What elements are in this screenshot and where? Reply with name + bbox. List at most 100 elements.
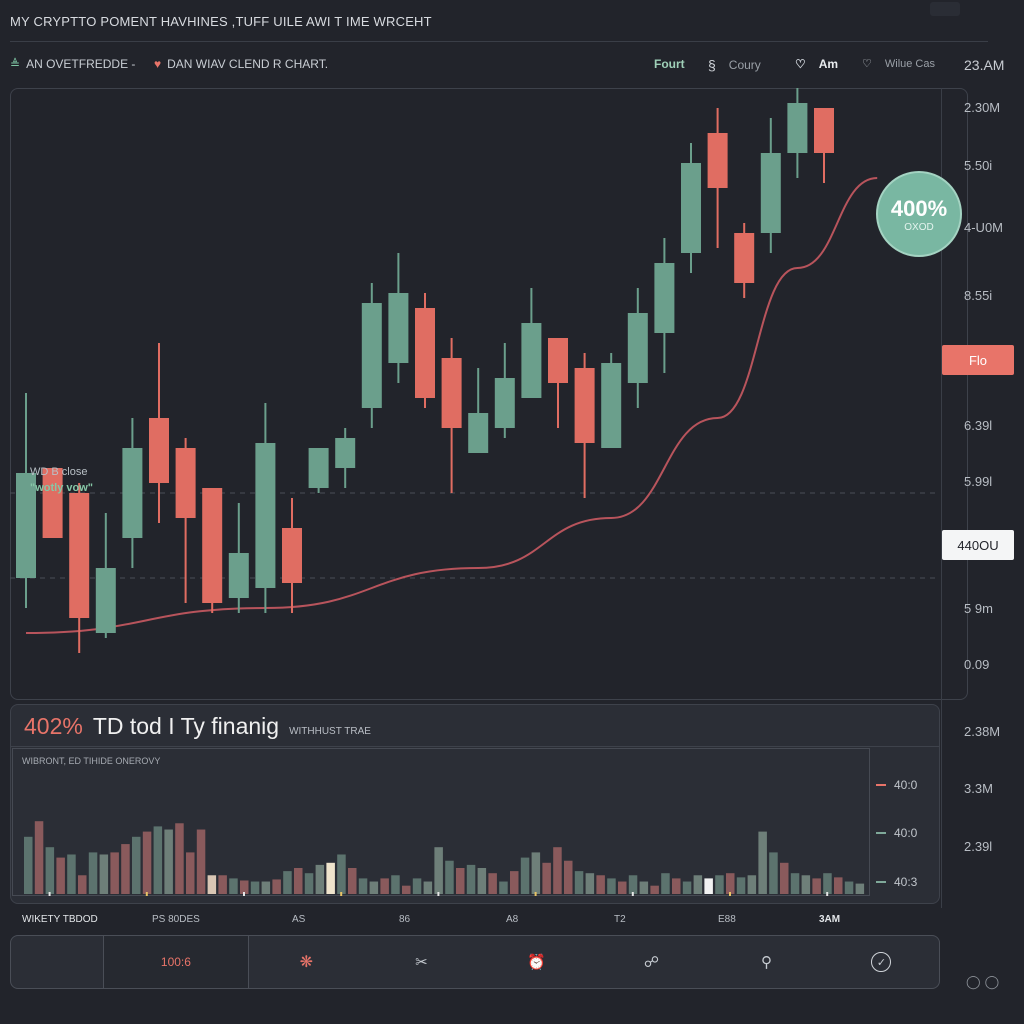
volume-bar: [78, 875, 87, 894]
volume-bar: [121, 844, 130, 894]
header-tab-value-label: Wilue Cas: [884, 57, 935, 70]
price-label: 5.99l: [964, 474, 993, 489]
volume-bar: [142, 831, 152, 894]
volume-bar: [542, 862, 551, 894]
header-time: 23.AM: [964, 57, 1005, 73]
candle-body: [601, 363, 622, 448]
trend-line: [25, 177, 878, 634]
volume-bar: [747, 875, 757, 894]
candle-body: [521, 323, 542, 398]
candle-body: [282, 528, 302, 583]
toolbar-grid-button[interactable]: ❋: [249, 936, 364, 988]
price-label: 4-U0M: [964, 220, 1004, 235]
volume-bar: [229, 878, 238, 894]
gain-badge-percent: 400%: [890, 195, 948, 221]
price-label: 3.3M: [964, 781, 993, 796]
toolbar-network-button[interactable]: ☍: [594, 936, 709, 988]
header-item-chart[interactable]: ♥ DAN WIAV CLEND R CHART.: [154, 57, 328, 71]
shield-icon: ♡: [862, 58, 872, 70]
volume-bar: [531, 852, 541, 894]
volume-bar: [175, 823, 184, 894]
volume-bar: [445, 860, 454, 894]
volume-bar: [769, 852, 778, 894]
header-tab-value[interactable]: ♡ Wilue Cas: [862, 57, 935, 71]
volume-axis-label: 40:0: [876, 778, 917, 792]
volume-bar: [207, 875, 217, 894]
settings-icon[interactable]: ◯: [984, 974, 1000, 989]
candle-body: [814, 108, 834, 153]
volume-bar: [164, 829, 173, 894]
volume-bar: [402, 885, 411, 894]
scissors-icon: ✂: [415, 954, 428, 971]
candle-body: [388, 293, 409, 363]
header-tab-fourt[interactable]: Fourt: [654, 57, 685, 71]
gain-badge[interactable]: 400% OXOD: [876, 171, 962, 257]
volume-bar: [110, 852, 119, 894]
candle-body: [734, 233, 755, 283]
zoom-percent-label: 100:6: [160, 955, 191, 969]
volume-tick: [340, 892, 343, 896]
price-label: 0.09: [964, 657, 990, 672]
candle-down: [282, 498, 302, 613]
double-chevron-icon: ≜: [10, 57, 21, 71]
candle-body: [255, 443, 276, 588]
volume-bar: [585, 873, 595, 894]
x-axis-label: 86: [399, 914, 411, 925]
header-tab-am[interactable]: ♡ Am: [795, 57, 838, 71]
candle-up: [494, 343, 515, 438]
volume-bar: [596, 875, 605, 894]
toolbar-zoom-percent[interactable]: 100:6: [103, 936, 249, 988]
volume-caption: WIBRONT, ED TIHIDE ONEROVY: [22, 756, 161, 766]
x-axis-label: A8: [506, 914, 519, 925]
volume-bar: [823, 873, 832, 894]
candle-body: [175, 448, 196, 518]
volume-bar: [715, 875, 724, 894]
toolbar-empty-slot[interactable]: [11, 936, 103, 988]
candle-up: [388, 253, 409, 383]
panel-divider: [11, 746, 939, 747]
volume-tick: [826, 892, 829, 896]
volume-bar: [261, 881, 271, 894]
grid-icon: ❋: [299, 954, 314, 971]
volume-axis-label: 40:3: [876, 875, 917, 889]
volume-tick: [437, 892, 440, 896]
price-label: 2.39l: [964, 839, 993, 854]
candle-up: [787, 88, 808, 178]
window-control[interactable]: [930, 2, 960, 16]
candle-up: [627, 288, 648, 408]
header-tab-coury[interactable]: § Coury: [708, 57, 761, 73]
x-axis-label: AS: [292, 914, 306, 925]
volume-bar: [456, 868, 465, 894]
volume-bar: [682, 881, 692, 894]
toolbar-camera-button[interactable]: ⚲: [709, 936, 824, 988]
volume-bar: [520, 857, 530, 894]
candle-up: [122, 418, 143, 568]
volume-chart[interactable]: [12, 748, 870, 896]
candle-down: [175, 438, 196, 603]
volume-bar: [704, 878, 713, 894]
toolbar-scissors-button[interactable]: ✂: [364, 936, 479, 988]
volume-bar: [607, 878, 616, 894]
toolbar-alarm-button[interactable]: ⏰: [479, 936, 594, 988]
volume-bar: [574, 871, 584, 894]
user-icon[interactable]: ◯: [966, 974, 981, 989]
volume-bar: [337, 854, 346, 894]
candle-body: [548, 338, 568, 383]
candle-body: [335, 438, 356, 468]
alarm-icon: ⏰: [527, 954, 546, 971]
toolbar-check-button[interactable]: ✓: [824, 936, 939, 988]
bookmark-icon: §: [708, 57, 716, 73]
price-tag-flo[interactable]: Flo: [942, 345, 1014, 375]
volume-bar: [618, 881, 627, 894]
candle-body: [707, 133, 728, 188]
heart-icon: ♥: [154, 57, 162, 71]
volume-bar: [99, 854, 109, 894]
volume-bar: [499, 881, 508, 894]
header-item-overview[interactable]: ≜ AN OVETFREDDE -: [10, 57, 135, 71]
price-label: 2.30M: [964, 100, 1001, 115]
candle-down: [548, 338, 568, 428]
x-axis-label: 3AM: [819, 914, 841, 925]
volume-bar: [855, 883, 865, 894]
candlestick-chart[interactable]: [0, 88, 940, 700]
x-axis-label: WIKETY TBDOD: [22, 914, 98, 925]
